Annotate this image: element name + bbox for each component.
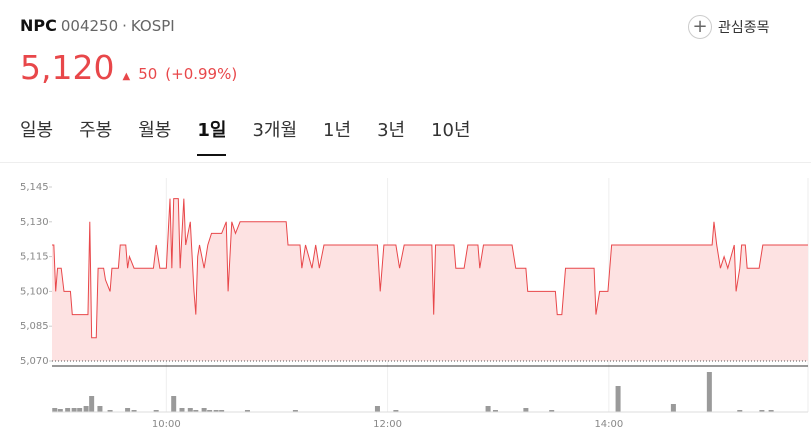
y-tick-label: 5,070 bbox=[20, 356, 49, 367]
market: KOSPI bbox=[130, 17, 175, 35]
volume-bar bbox=[52, 408, 58, 412]
volume-bar bbox=[549, 410, 555, 412]
volume-bar bbox=[670, 404, 676, 412]
volume-bar bbox=[706, 372, 712, 412]
period-tab[interactable]: 월봉 bbox=[138, 120, 172, 141]
volume-bar bbox=[153, 410, 159, 412]
x-tick-label: 14:00 bbox=[594, 419, 623, 430]
volume-bar bbox=[201, 408, 207, 412]
volume-bar bbox=[207, 410, 213, 412]
separator: · bbox=[122, 17, 127, 35]
volume-bar bbox=[768, 410, 774, 412]
volume-bar bbox=[179, 408, 185, 412]
stock-header: NPC 004250 · KOSPI bbox=[20, 16, 175, 35]
volume-bar bbox=[131, 410, 137, 412]
volume-bar bbox=[219, 410, 225, 412]
price-area bbox=[52, 198, 808, 361]
volume-bar bbox=[523, 408, 529, 412]
y-tick-label: 5,115 bbox=[20, 252, 49, 263]
price-change-pct: (+0.99%) bbox=[165, 65, 238, 83]
current-price: 5,120 bbox=[20, 48, 115, 87]
y-tick-label: 5,085 bbox=[20, 321, 49, 332]
period-tab[interactable]: 3년 bbox=[377, 120, 406, 141]
period-tabs: 일봉 주봉 월봉 1일 3개월 1년 3년 10년 bbox=[20, 116, 471, 156]
volume-bar bbox=[292, 410, 298, 412]
price-line bbox=[52, 198, 808, 339]
plus-icon: + bbox=[688, 15, 712, 39]
price-block: 5,120 ▲ 50 (+0.99%) bbox=[20, 48, 237, 87]
volume-bar bbox=[71, 408, 77, 412]
volume-bar bbox=[107, 410, 113, 412]
volume-bar bbox=[97, 406, 103, 412]
volume-bar bbox=[213, 410, 219, 412]
volume-bar bbox=[83, 406, 89, 412]
period-tab[interactable]: 일봉 bbox=[20, 120, 54, 141]
watch-label: 관심종목 bbox=[718, 20, 770, 36]
up-arrow: ▲ bbox=[122, 71, 131, 82]
period-tab[interactable]: 1년 bbox=[323, 120, 352, 141]
volume-bar bbox=[393, 410, 399, 412]
period-tab[interactable]: 3개월 bbox=[252, 120, 298, 141]
y-tick-label: 5,100 bbox=[20, 286, 49, 297]
volume-bar bbox=[485, 406, 491, 412]
stock-name: NPC bbox=[20, 16, 57, 35]
y-tick-label: 5,145 bbox=[20, 182, 49, 193]
watch-button[interactable]: + 관심종목 bbox=[688, 15, 770, 39]
volume-bar bbox=[77, 408, 83, 412]
volume-bar bbox=[244, 410, 250, 412]
period-tab[interactable]: 10년 bbox=[431, 120, 471, 141]
volume-bar bbox=[193, 410, 199, 412]
volume-bar bbox=[57, 409, 63, 412]
y-tick-label: 5,130 bbox=[20, 217, 49, 228]
volume-bar bbox=[737, 410, 743, 412]
x-tick-label: 10:00 bbox=[152, 419, 181, 430]
x-tick-label: 12:00 bbox=[373, 419, 402, 430]
stock-code: 004250 bbox=[60, 17, 119, 35]
volume-bar bbox=[492, 410, 498, 412]
volume-bar bbox=[615, 386, 621, 412]
period-tab[interactable]: 주봉 bbox=[79, 120, 113, 141]
volume-bar bbox=[65, 408, 71, 412]
price-change: 50 bbox=[138, 65, 158, 83]
divider bbox=[0, 162, 811, 163]
volume-bar bbox=[374, 406, 380, 412]
volume-bar bbox=[125, 408, 131, 412]
volume-bar bbox=[187, 408, 193, 412]
period-tab[interactable]: 1일 bbox=[197, 116, 227, 156]
volume-bar bbox=[171, 396, 177, 412]
volume-bar bbox=[759, 410, 765, 412]
volume-bar bbox=[89, 396, 95, 412]
